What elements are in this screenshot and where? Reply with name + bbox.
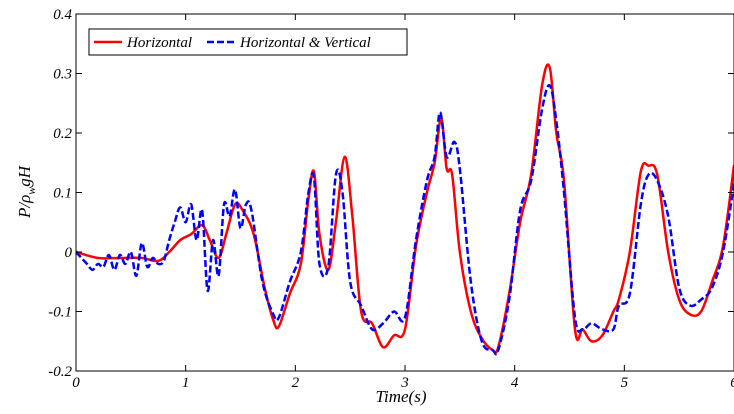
series-line-horizontal — [76, 63, 734, 355]
legend-box — [88, 28, 408, 56]
legend: Horizontal Horizontal & Vertical — [88, 28, 408, 56]
y-axis-label-p: P/ — [15, 201, 34, 219]
series-line-horizontal-and-vertical — [76, 83, 734, 356]
x-tick-label: 5 — [621, 375, 629, 391]
x-axis: 0 1 2 3 4 5 6 — [72, 14, 734, 391]
y-axis-label: P/ρwgH — [15, 164, 38, 219]
y-axis-label-rho: ρ — [15, 195, 34, 204]
legend-label-horizontal-vertical: Horizontal & Vertical — [239, 35, 371, 51]
x-tick-label: 0 — [72, 375, 80, 391]
plot-background — [76, 14, 734, 371]
legend-label-horizontal: Horizontal — [126, 35, 192, 51]
x-tick-label: 3 — [400, 375, 409, 391]
y-tick-label: 0.2 — [53, 126, 72, 142]
y-tick-label: 0.4 — [53, 7, 72, 23]
svg-text:P/ρwgH: P/ρwgH — [15, 164, 38, 219]
y-tick-label: 0 — [65, 245, 73, 261]
x-tick-label: 6 — [730, 375, 734, 391]
y-tick-label: 0.1 — [53, 186, 72, 202]
y-tick-label: -0.2 — [48, 364, 72, 380]
y-axis: -0.2 -0.1 0 0.1 0.2 0.3 0.4 — [48, 7, 734, 380]
y-tick-label: -0.1 — [48, 305, 72, 321]
y-axis-label-subscript: w — [24, 187, 38, 195]
y-axis-label-rest: gH — [15, 164, 34, 187]
x-tick-label: 1 — [182, 375, 190, 391]
x-tick-label: 2 — [292, 375, 300, 391]
x-tick-label: 4 — [511, 375, 519, 391]
y-tick-label: 0.3 — [53, 67, 72, 83]
series-layer — [76, 63, 734, 356]
x-axis-label: Time(s) — [376, 387, 427, 406]
